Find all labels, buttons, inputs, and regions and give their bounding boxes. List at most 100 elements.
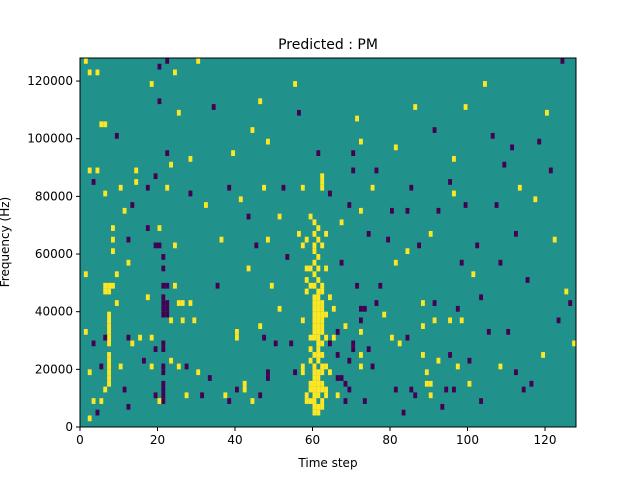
heatmap-cell-135 [258,98,263,105]
heatmap-cell-141 [266,375,270,381]
heatmap-cell-56 [142,357,146,364]
heatmap-cell-168 [308,334,313,341]
heatmap-cell-249 [324,363,329,370]
heatmap-cell-88 [165,300,170,306]
heatmap-cell-69 [157,225,162,231]
heatmap-cell-17 [107,282,112,289]
heatmap-cell-143 [269,282,274,289]
heatmap-cell-189 [312,352,317,358]
heatmap-cell-322 [436,357,441,364]
heatmap-cell-57 [145,184,150,191]
heatmap-cell-199 [316,150,321,157]
heatmap-cell-268 [347,202,352,208]
heatmap-cell-235 [320,323,325,329]
heatmap-cell-38 [111,248,115,255]
heatmap-cell-44 [118,363,123,370]
heatmap-cell-309 [417,242,422,249]
heatmap-cell-34 [103,386,108,393]
heatmap-cell-365 [560,58,565,64]
heatmap-cell-273 [351,340,356,347]
heatmap-cell-349 [502,161,507,168]
heatmap-cell-12 [87,415,92,422]
heatmap-cell-62 [149,81,154,87]
heatmap-cell-223 [316,403,321,410]
heatmap-cell-45 [122,386,127,393]
heatmap-cell-127 [242,386,247,393]
heatmap-cell-169 [308,346,313,353]
heatmap-cell-121 [227,398,232,404]
heatmap-cell-93 [165,58,170,64]
heatmap-cell-269 [347,357,352,364]
x-axis-ticks: 0 20 40 60 80 100 120 [76,427,556,447]
heatmap-cell-305 [409,184,414,191]
heatmap-cell-323 [440,403,445,410]
heatmap-cell-68 [157,98,162,105]
heatmap-cell-261 [335,392,340,399]
heatmap-cell-112 [196,58,201,64]
heatmap-cell-134 [258,323,263,329]
heatmap-cell-253 [328,294,332,301]
heatmap-cell-230 [320,288,325,295]
heatmap-cell-215 [316,346,321,353]
heatmap-cell-330 [452,386,456,393]
heatmap-cell-306 [409,386,414,393]
heatmap-cell-234 [320,317,325,324]
heatmap-cell-191 [312,369,317,376]
heatmap-cell-15 [103,282,108,289]
heatmap-cell-152 [297,230,301,237]
heatmap-cell-129 [246,213,251,220]
heatmap-cell-172 [308,386,313,393]
heatmap-cell-280 [359,317,363,324]
heatmap-cell-228 [320,242,325,249]
heatmap-cell-186 [312,323,317,329]
heatmap-cell-180 [312,282,317,289]
heatmap-cell-324 [444,386,449,393]
heatmap-cell-94 [169,317,174,324]
heatmap-cell-86 [161,398,166,404]
heatmap-cell-23 [107,328,112,335]
heatmap-cell-212 [316,328,321,335]
heatmap-cell-217 [316,357,321,364]
heatmap-cell-148 [285,254,290,260]
heatmap-cell-320 [432,317,437,324]
heatmap-cell-20 [107,311,112,318]
heatmap-cell-325 [448,179,453,185]
heatmap-cell-30 [107,369,112,376]
heatmap-cell-83 [161,380,166,387]
heatmap-cell-340 [475,242,480,249]
heatmap-cell-257 [331,334,336,341]
heatmap-cell-163 [304,392,309,399]
heatmap-cell-136 [258,392,263,399]
heatmap-cell-55 [138,334,143,341]
heatmap-cell-308 [413,392,418,399]
heatmap-cell-359 [537,138,542,145]
heatmap-cell-153 [297,109,301,116]
heatmap-cell-348 [498,259,503,266]
heatmap-cell-271 [351,150,356,157]
heatmap-cell-81 [161,363,166,370]
heatmap-cell-154 [300,242,305,249]
heatmap-cell-219 [316,375,321,381]
heatmap-cell-339 [471,271,476,278]
y-axis-label: Frequency (Hz) [0,197,12,288]
heatmap-cell-80 [161,346,166,353]
heatmap-cell-297 [393,144,398,151]
heatmap-cell-343 [483,81,487,87]
heatmap-cell-41 [114,300,119,306]
heatmap-cell-162 [304,288,309,295]
heatmap-cell-0 [83,58,88,64]
heatmap-cell-260 [335,375,340,381]
heatmap-cell-222 [316,392,321,399]
heatmap-cell-296 [390,334,394,341]
heatmap-cell-155 [300,184,305,191]
heatmap-cell-231 [320,300,325,306]
heatmap-cell-106 [184,392,189,399]
heatmap-cell-95 [169,357,174,364]
heatmap-cell-157 [300,363,305,370]
heatmap-cell-48 [126,259,131,266]
heatmap-cell-147 [281,184,286,191]
heatmap-cell-258 [335,328,340,335]
heatmap-cell-99 [173,69,177,76]
heatmap-cell-37 [111,236,115,243]
